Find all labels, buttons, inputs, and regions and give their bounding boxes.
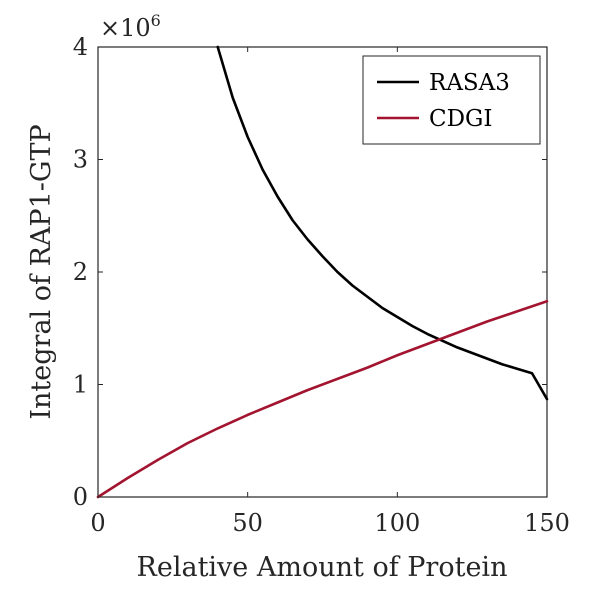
y-tick-label: 3: [73, 146, 88, 174]
legend-label-rasa3: RASA3: [429, 70, 510, 96]
y-tick-label: 0: [73, 483, 88, 511]
legend: RASA3 CDGI: [362, 55, 541, 145]
y-axis-ticks: 0 1 2 3 4: [73, 33, 547, 511]
x-tick-label: 100: [374, 509, 420, 537]
x-tick-label: 0: [90, 509, 105, 537]
series-layer: [96, 45, 549, 499]
x-axis-label: Relative Amount of Protein: [137, 552, 508, 583]
y-tick-label: 2: [73, 258, 88, 286]
legend-label-cdgi: CDGI: [429, 106, 493, 132]
x-tick-label: 150: [524, 509, 570, 537]
y-axis-label: Integral of RAP1-GTP: [26, 124, 57, 419]
legend-box: [362, 55, 541, 145]
y-axis-multiplier: ×106: [100, 11, 161, 42]
series-line-cdgi: [96, 299, 549, 499]
series-line-rasa3: [216, 45, 549, 401]
y-tick-label: 1: [73, 371, 88, 399]
y-tick-label: 4: [73, 33, 88, 61]
x-axis-ticks: 0 50 100 150: [90, 47, 570, 537]
x-tick-label: 50: [232, 509, 263, 537]
